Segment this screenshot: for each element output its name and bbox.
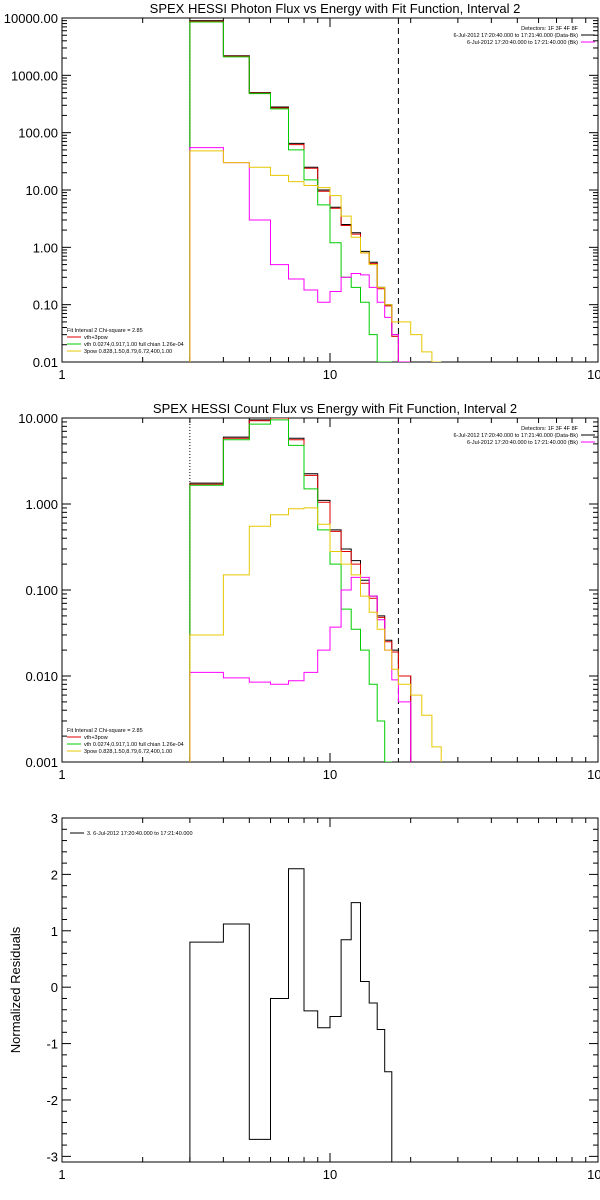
y-tick-label: -2 bbox=[46, 1093, 58, 1108]
legend-left-title: 3. 6-Jul-2012 17:20:40.000 to 17:21:40.0… bbox=[87, 831, 193, 837]
x-tick-label: 1 bbox=[58, 1167, 65, 1182]
x-tick-label: 10 bbox=[323, 1167, 337, 1182]
x-tick-label: 1 bbox=[58, 767, 65, 782]
y-tick-label: 2 bbox=[51, 867, 58, 882]
y-tick-label: 1000.00 bbox=[11, 68, 58, 83]
y-tick-label: 0.100 bbox=[25, 583, 58, 598]
y-tick-label: -1 bbox=[46, 1037, 58, 1052]
series-4-line bbox=[189, 147, 411, 362]
x-tick-label: 1 bbox=[58, 367, 65, 382]
y-tick-label: -3 bbox=[46, 1149, 58, 1164]
y-tick-label: 10.00 bbox=[25, 183, 58, 198]
chart-title: SPEX HESSI Count Flux vs Energy with Fit… bbox=[153, 401, 517, 416]
chart-title: SPEX HESSI Photon Flux vs Energy with Fi… bbox=[150, 1, 521, 16]
panel-3: 1 10 100 -3 -2 -1 0 1 2 3 Normalized Residuals 3. 6… bbox=[8, 811, 600, 1182]
legend-left-entry: vth+3pow bbox=[84, 735, 108, 741]
legend-right-entry: 6-Jul-2012 17:20:40.000 to 17:21:40.000 … bbox=[454, 33, 579, 39]
y-tick-label: 3 bbox=[51, 811, 58, 826]
series-2-line bbox=[189, 20, 411, 362]
legend-right-entry: Detectors: 1F 3F 4F 8F bbox=[521, 26, 578, 32]
series-1-line bbox=[189, 20, 411, 362]
y-tick-label: 0.10 bbox=[33, 298, 58, 313]
x-tick-label: 10 bbox=[323, 367, 337, 382]
y-tick-label: 1 bbox=[51, 924, 58, 939]
plot-data bbox=[189, 18, 442, 362]
y-tick-label: 1.00 bbox=[33, 240, 58, 255]
plot-frame bbox=[61, 817, 599, 1163]
series-5-line bbox=[189, 150, 442, 362]
legend-right-entry: 6-Jul-2012 17:20:40.000 to 17:21:40.000 … bbox=[467, 440, 578, 446]
y-tick-label: 1.000 bbox=[25, 497, 58, 512]
legend-left-entry: vth 0.0274,0.917,1.00 full chian 1.26e-0… bbox=[84, 742, 184, 748]
legend-left-entry: 3pow 0.828,1.50,8.79,6.72,400,1.00 bbox=[84, 749, 172, 755]
y-tick-label: 0.01 bbox=[33, 355, 58, 370]
y-tick-label: 0 bbox=[51, 980, 58, 995]
panel-2: SPEX HESSI Count Flux vs Energy with Fit… bbox=[18, 401, 600, 782]
y-tick-label: 0.010 bbox=[25, 669, 58, 684]
x-tick-label: 100 bbox=[587, 367, 600, 382]
series-3-line bbox=[189, 21, 392, 362]
legend-left-entry: vth+3pow bbox=[84, 335, 108, 341]
legend-right-entry: 6-Jul-2012 17:20:40.000 to 17:21:40.000 … bbox=[454, 433, 579, 439]
plot-data bbox=[189, 418, 442, 762]
y-tick-label: 0.001 bbox=[25, 755, 58, 770]
y-tick-label: 10.000 bbox=[18, 411, 58, 426]
legend-left-title: Fit Interval 2 Chi-square = 2.85 bbox=[67, 728, 143, 734]
plot-data bbox=[189, 868, 399, 1162]
y-tick-label: 100.00 bbox=[18, 126, 58, 141]
legend-left-title: Fit Interval 2 Chi-square = 2.85 bbox=[67, 328, 143, 334]
y-tick-label: 10000.00 bbox=[4, 11, 58, 26]
series-5-line bbox=[189, 507, 442, 762]
x-tick-label: 10 bbox=[323, 767, 337, 782]
panel-1: SPEX HESSI Photon Flux vs Energy with Fi… bbox=[4, 1, 600, 382]
legend-left-entry: vth 0.0274,0.917,1.00 full chian 1.26e-0… bbox=[84, 342, 184, 348]
y-axis-label: Normalized Residuals bbox=[8, 926, 23, 1053]
x-tick-label: 100 bbox=[587, 767, 600, 782]
legend-right-entry: 6-Jul-2012 17:20:40.000 to 17:21:40.000 … bbox=[467, 40, 578, 46]
series-2-line bbox=[189, 418, 412, 762]
legend-left-entry: 3pow 0.828,1.50,8.79,6.72,400,1.00 bbox=[84, 349, 172, 355]
x-tick-label: 100 bbox=[587, 1167, 600, 1182]
series-3-line bbox=[189, 419, 392, 762]
plot-frame bbox=[61, 417, 599, 763]
legend-right-entry: Detectors: 1F 3F 4F 8F bbox=[521, 426, 578, 432]
series-1-line bbox=[189, 868, 399, 1162]
